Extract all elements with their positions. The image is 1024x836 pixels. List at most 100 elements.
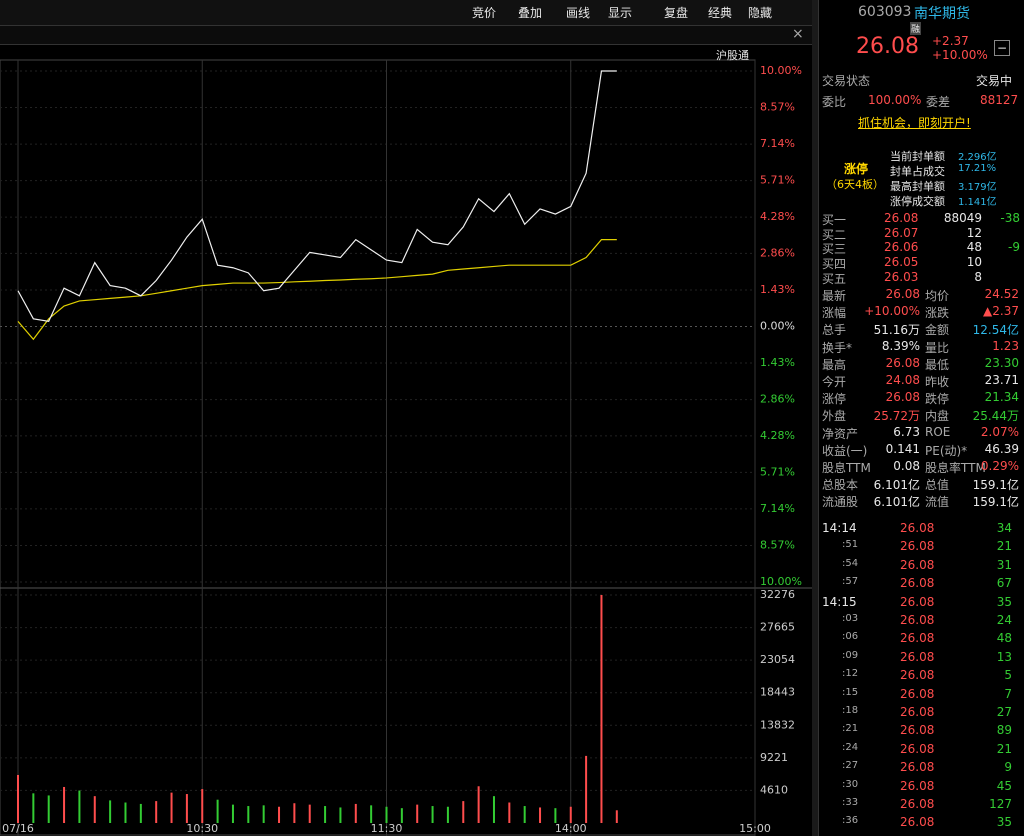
price: 26.08 [900,723,935,738]
label: 股息TTM [822,461,871,475]
volume-bar [585,755,588,823]
label: 最高封单额 [890,180,945,193]
label: 买四 [822,257,847,272]
y-tick-label: 0.00% [760,320,795,333]
value: 2.07% [980,424,1019,439]
y-tick-label: 2.86% [760,246,795,259]
toolbar-button[interactable]: 隐藏 [748,6,773,20]
price: 26.08 [900,631,935,646]
volume-bar [308,804,311,823]
time: :54 [842,557,859,569]
y-tick-label: 5.71% [760,465,795,478]
limit-title: 涨停 [844,162,869,176]
value: 21.34 [984,390,1019,405]
price: 26.08 [900,686,935,701]
value: 46.39 [984,441,1019,456]
close-button[interactable]: × [792,26,804,42]
time: :15 [842,686,859,698]
toolbar-button[interactable]: 竞价 [472,6,497,20]
value: +10.00% [864,304,920,319]
label: 涨跌 [925,306,950,321]
x-tick-label: 14:00 [555,822,587,835]
value: 12.54亿 [972,323,1019,338]
volume: 7 [1004,686,1012,701]
y-tick-label: 8.57% [760,538,795,551]
ad-link[interactable]: 抓住机会，即刻开户! [858,116,971,130]
value: 26.08 [885,287,920,301]
size: 8 [974,269,982,284]
label: 今开 [822,375,847,389]
value: 1.141亿 [958,197,997,208]
toolbar-button[interactable]: 画线 [566,6,591,20]
label: 委比 [822,95,847,109]
chart-border [0,59,756,836]
value: 100.00% [868,93,922,107]
label: 收益(一) [822,443,868,458]
toolbar-button[interactable]: 经典 [708,6,733,20]
time: :36 [842,815,859,827]
y-tick-label: 4.28% [760,429,795,442]
volume: 13 [996,649,1012,664]
label: 当前封单额 [890,150,945,163]
toolbar [0,0,812,26]
size: 88049 [943,211,982,225]
value: 88127 [980,93,1019,107]
volume-bar [201,789,204,823]
change: +2.37 [932,34,969,48]
vol-tick-label: 23054 [760,653,795,666]
price: 26.08 [900,649,935,664]
value: 0.141 [885,441,920,456]
price: 26.08 [900,521,935,535]
time: :30 [842,778,859,790]
label: 买三 [822,242,847,257]
volume: 89 [996,723,1012,738]
value: 6.101亿 [873,495,920,510]
price: 26.05 [884,255,919,270]
label: 买五 [822,271,847,286]
size: 10 [966,255,982,270]
volume-bar [216,799,219,823]
time: :12 [842,668,859,680]
vol-tick-label: 13832 [760,718,795,731]
x-tick-label: 07/16 [2,822,34,835]
delta: -38 [1000,211,1020,225]
value: 23.30 [984,355,1019,370]
volume-bar [539,807,542,823]
label: 委差 [926,95,951,109]
price: 26.06 [884,240,919,255]
value: 25.44万 [972,409,1019,424]
toolbar-button[interactable]: 显示 [608,6,633,20]
volume-bar [63,786,66,823]
time: :33 [842,797,859,808]
sub-bar [0,26,812,45]
volume: 48 [996,631,1012,646]
volume-bar [231,804,234,823]
price: 26.08 [900,705,935,719]
toolbar-button[interactable]: 叠加 [518,6,543,20]
price: 26.08 [900,797,935,811]
time: :18 [842,705,859,716]
value: 8.39% [881,338,920,353]
volume-bar [293,803,296,823]
y-tick-label: 7.14% [760,137,795,150]
volume-bar [93,796,96,823]
value: 159.1亿 [972,478,1019,493]
value: 3.179亿 [958,182,997,193]
stock-code: 603093 [858,4,912,20]
toolbar-button[interactable]: 复盘 [664,6,689,20]
price: 26.08 [900,668,935,683]
volume-bar [370,805,373,823]
time: :09 [842,649,859,661]
volume: 24 [996,613,1012,627]
label: 总手 [822,323,847,338]
volume: 21 [996,741,1012,756]
volume-bar [477,786,480,823]
label: 最低 [925,357,950,372]
volume: 34 [996,521,1012,535]
time: :51 [842,539,859,551]
price: 26.08 [900,778,935,793]
toggle[interactable]: − [994,40,1010,56]
label: 量比 [925,340,950,355]
size: 12 [966,225,982,240]
label: 买二 [822,227,847,242]
